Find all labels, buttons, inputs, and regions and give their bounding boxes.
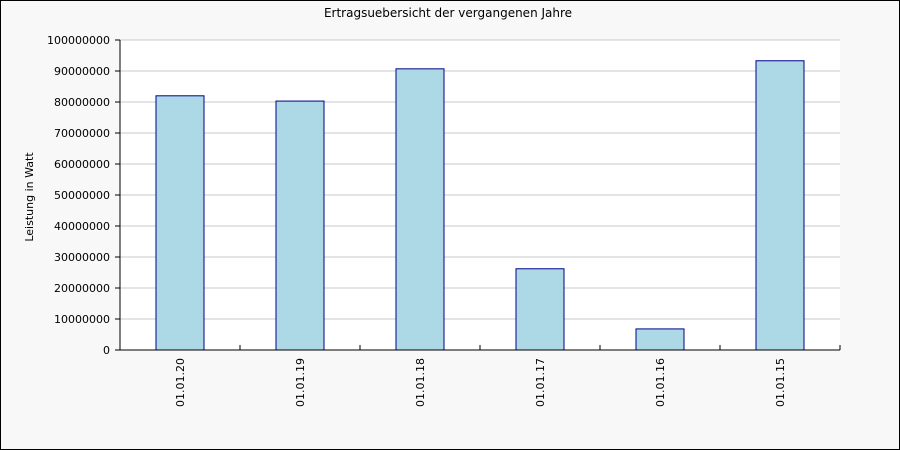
bar <box>515 268 565 351</box>
bar <box>395 68 445 351</box>
y-axis-label: Leistung in Watt <box>23 152 36 242</box>
y-tick-label: 100000000 <box>47 34 110 47</box>
x-tick-label: 01.01.16 <box>654 358 667 407</box>
y-tick-label: 80000000 <box>54 96 110 109</box>
x-tick-label: 01.01.17 <box>534 358 547 407</box>
x-tick-label: 01.01.20 <box>174 358 187 407</box>
y-tick-label: 30000000 <box>54 251 110 264</box>
x-tick-label: 01.01.18 <box>414 358 427 407</box>
bar <box>275 100 325 351</box>
bar <box>755 60 805 351</box>
plot-area: 0 10000000 20000000 30000000 40000000 5000000… <box>47 34 841 407</box>
y-tick-label: 50000000 <box>54 189 110 202</box>
y-tick-label: 10000000 <box>54 313 110 326</box>
y-tick-label: 90000000 <box>54 65 110 78</box>
y-tick-label: 20000000 <box>54 282 110 295</box>
x-tick-label: 01.01.15 <box>774 358 787 407</box>
bar <box>635 328 685 351</box>
bar <box>155 95 205 351</box>
y-tick-label: 70000000 <box>54 127 110 140</box>
y-tick-label: 60000000 <box>54 158 110 171</box>
chart-title: Ertragsuebersicht der vergangenen Jahre <box>324 6 572 20</box>
y-tick-label: 0 <box>103 344 110 357</box>
y-tick-label: 40000000 <box>54 220 110 233</box>
x-tick-label: 01.01.19 <box>294 358 307 407</box>
